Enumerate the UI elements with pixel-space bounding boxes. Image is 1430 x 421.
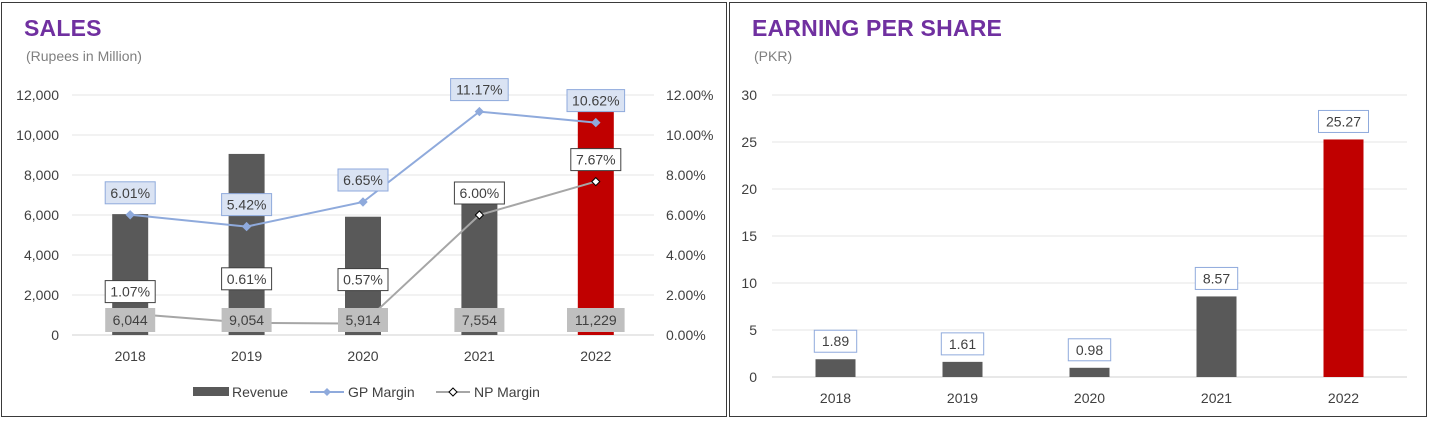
gp-margin-data-label-box bbox=[337, 168, 389, 192]
np-margin-data-label-box bbox=[570, 148, 622, 172]
eps-bar bbox=[1323, 139, 1364, 377]
eps-data-label: 1.89 bbox=[822, 333, 849, 349]
sales-chart-title: SALES bbox=[24, 15, 102, 41]
y-tick-label: 0 bbox=[51, 327, 59, 343]
gp-margin-data-label: 6.65% bbox=[343, 172, 383, 188]
np-margin-data-label-box bbox=[104, 280, 156, 304]
y-tick-label: 0 bbox=[749, 369, 757, 385]
revenue-data-label: 6,044 bbox=[113, 312, 148, 328]
eps-data-label: 1.61 bbox=[949, 336, 976, 352]
revenue-bar bbox=[577, 110, 614, 335]
np-margin-data-label: 7.67% bbox=[576, 152, 616, 168]
y-tick-label: 10 bbox=[741, 275, 757, 291]
np-margin-data-label: 0.57% bbox=[343, 272, 383, 288]
np-margin-data-label-box bbox=[337, 268, 389, 292]
legend-np-label: NP Margin bbox=[474, 384, 540, 400]
gp-margin-data-label-box bbox=[450, 78, 509, 102]
gp-margin-marker bbox=[241, 221, 252, 232]
y-tick-label: 6,000 bbox=[24, 207, 59, 223]
gp-margin-data-label: 5.42% bbox=[227, 197, 267, 213]
y2-tick-label: 2.00% bbox=[666, 287, 706, 303]
y2-tick-label: 4.00% bbox=[666, 247, 706, 263]
eps-data-label-box bbox=[1194, 266, 1239, 290]
eps-data-label-box bbox=[940, 332, 985, 356]
gp-margin-marker bbox=[358, 197, 368, 207]
np-margin-data-label: 6.00% bbox=[460, 185, 500, 201]
y-tick-label: 12,000 bbox=[16, 87, 59, 103]
gp-margin-marker bbox=[125, 210, 135, 220]
legend-gp-label: GP Margin bbox=[348, 384, 415, 400]
revenue-data-label: 5,914 bbox=[345, 312, 380, 328]
legend-np-marker bbox=[448, 387, 458, 397]
eps-data-label-box bbox=[1318, 109, 1369, 133]
eps-data-label: 0.98 bbox=[1076, 342, 1103, 358]
y2-tick-label: 12.00% bbox=[666, 87, 713, 103]
revenue-data-label-box bbox=[221, 308, 272, 332]
y2-tick-label: 6.00% bbox=[666, 207, 706, 223]
y-tick-label: 8,000 bbox=[24, 167, 59, 183]
y-tick-label: 15 bbox=[741, 228, 757, 244]
revenue-data-label: 11,229 bbox=[575, 312, 617, 328]
np-margin-data-label: 1.07% bbox=[110, 284, 150, 300]
revenue-bar bbox=[228, 153, 265, 335]
y2-tick-label: 0.00% bbox=[666, 327, 706, 343]
revenue-data-label-box bbox=[105, 308, 156, 332]
x-tick-label: 2018 bbox=[820, 390, 851, 406]
x-tick-label: 2022 bbox=[580, 348, 611, 364]
np-margin-marker bbox=[591, 176, 601, 187]
y-tick-label: 2,000 bbox=[24, 287, 59, 303]
x-tick-label: 2020 bbox=[347, 348, 378, 364]
y-tick-label: 10,000 bbox=[16, 127, 59, 143]
eps-bar bbox=[1196, 296, 1237, 377]
gp-margin-data-label: 11.17% bbox=[456, 82, 502, 98]
gp-margin-data-label: 6.01% bbox=[110, 185, 150, 201]
legend-revenue-label: Revenue bbox=[232, 384, 288, 400]
gp-margin-data-label-box bbox=[566, 89, 626, 113]
sales-chart-svg: 0 2,000 4,000 6,000 8,000 10,000 12,000 0.00% 2.… bbox=[16, 78, 713, 400]
sales-chart-panel: SALES (Rupees in Million) 0 2,000 4,000 6,0… bbox=[1, 2, 727, 417]
y-tick-label: 20 bbox=[741, 181, 757, 197]
eps-chart-svg: 0 5 10 15 20 25 30 2018 2019 2020 2021 2022 1.89 1.61… bbox=[741, 87, 1407, 406]
legend-revenue-swatch bbox=[193, 387, 229, 396]
y-tick-label: 30 bbox=[741, 87, 757, 103]
legend-gp-marker bbox=[323, 388, 331, 396]
gp-margin-data-label-box bbox=[104, 181, 156, 205]
x-tick-label: 2022 bbox=[1328, 390, 1359, 406]
x-tick-label: 2018 bbox=[115, 348, 146, 364]
y2-tick-label: 8.00% bbox=[666, 167, 706, 183]
revenue-data-label-box bbox=[454, 308, 505, 332]
revenue-data-label-box bbox=[567, 308, 625, 332]
gp-margin-marker bbox=[591, 117, 601, 128]
eps-bar bbox=[815, 359, 856, 377]
gp-margin-data-label: 10.62% bbox=[572, 93, 619, 109]
eps-data-label-box bbox=[813, 329, 858, 353]
gp-margin-data-label-box bbox=[221, 193, 273, 217]
gp-margin-marker bbox=[474, 106, 485, 117]
y2-tick-label: 10.00% bbox=[666, 127, 713, 143]
revenue-data-label-box bbox=[338, 308, 388, 332]
eps-data-label-box bbox=[1067, 338, 1112, 362]
x-tick-label: 2019 bbox=[947, 390, 978, 406]
eps-data-label: 25.27 bbox=[1326, 113, 1361, 129]
eps-bar bbox=[1069, 367, 1110, 377]
eps-bar bbox=[942, 361, 983, 377]
x-tick-label: 2021 bbox=[464, 348, 495, 364]
y-tick-label: 25 bbox=[741, 134, 757, 150]
np-margin-data-label-box bbox=[453, 181, 505, 205]
revenue-data-label: 9,054 bbox=[229, 312, 264, 328]
x-tick-label: 2021 bbox=[1201, 390, 1232, 406]
np-margin-data-label: 0.61% bbox=[227, 271, 267, 287]
eps-chart-panel: EARNING PER SHARE (PKR) 0 5 10 15 20 25 30 2018… bbox=[729, 2, 1427, 417]
np-margin-data-label-box bbox=[221, 267, 273, 291]
sales-chart-subtitle: (Rupees in Million) bbox=[26, 48, 142, 64]
y-tick-label: 4,000 bbox=[24, 247, 59, 263]
x-tick-label: 2020 bbox=[1074, 390, 1105, 406]
np-margin-marker bbox=[474, 210, 485, 220]
y-tick-label: 5 bbox=[749, 322, 757, 338]
x-tick-label: 2019 bbox=[231, 348, 262, 364]
eps-chart-subtitle: (PKR) bbox=[754, 48, 793, 64]
eps-data-label: 8.57 bbox=[1203, 270, 1230, 286]
revenue-data-label: 7,554 bbox=[462, 312, 497, 328]
eps-chart-title: EARNING PER SHARE bbox=[752, 15, 1003, 41]
